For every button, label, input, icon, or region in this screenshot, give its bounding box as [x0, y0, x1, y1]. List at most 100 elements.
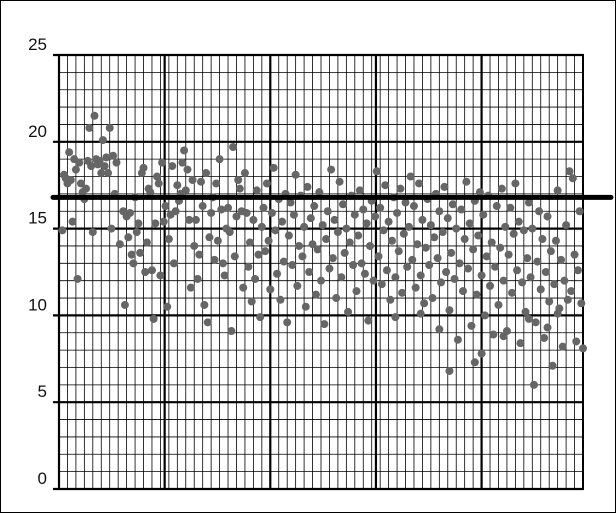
data-point — [499, 332, 508, 341]
data-point — [435, 325, 444, 334]
data-point — [311, 290, 320, 299]
data-point — [186, 283, 195, 292]
data-point — [159, 217, 168, 226]
data-point — [513, 266, 522, 275]
data-point — [344, 307, 353, 316]
data-point — [563, 295, 572, 304]
data-point — [191, 215, 200, 224]
data-point — [465, 219, 474, 228]
data-point — [457, 205, 466, 214]
data-point — [151, 219, 160, 228]
data-point — [249, 215, 258, 224]
data-point — [164, 235, 173, 244]
data-point — [455, 259, 464, 268]
data-point — [430, 233, 439, 242]
data-point — [567, 287, 576, 296]
data-point — [240, 169, 249, 178]
data-point — [342, 224, 351, 233]
data-point — [355, 186, 364, 195]
data-point — [487, 238, 496, 247]
data-point — [499, 276, 508, 285]
data-point — [303, 182, 312, 191]
data-point — [369, 276, 378, 285]
data-point — [141, 268, 150, 276]
data-point — [443, 214, 452, 223]
data-point — [467, 321, 476, 330]
data-point — [115, 240, 124, 249]
data-point — [284, 231, 293, 240]
data-point — [506, 203, 515, 212]
data-point — [218, 259, 227, 268]
data-point — [217, 205, 226, 214]
data-point — [318, 221, 327, 230]
data-point — [528, 224, 537, 233]
data-point — [333, 228, 342, 237]
data-point — [234, 175, 243, 184]
plot-border — [58, 54, 584, 490]
data-point — [220, 271, 229, 280]
data-point — [357, 259, 366, 268]
data-point — [504, 250, 513, 259]
data-point — [90, 111, 99, 120]
data-point — [120, 300, 129, 309]
data-point — [98, 136, 107, 145]
data-point — [511, 179, 520, 188]
data-point — [565, 167, 574, 176]
data-point — [139, 163, 148, 172]
data-point — [526, 273, 535, 282]
data-point — [570, 250, 579, 259]
data-point — [229, 143, 238, 152]
data-point — [519, 226, 528, 235]
data-point — [438, 228, 447, 237]
y-tick-labels: 0 5 10 15 20 25 — [28, 35, 47, 488]
data-point — [579, 344, 587, 353]
data-point — [317, 276, 325, 285]
data-point — [447, 248, 456, 257]
data-point — [259, 203, 268, 212]
data-point — [408, 255, 417, 264]
data-point — [246, 238, 255, 247]
data-point — [437, 278, 446, 287]
data-point — [350, 210, 359, 219]
data-point — [416, 309, 425, 318]
data-point — [171, 207, 180, 216]
data-point — [183, 165, 192, 174]
data-point — [257, 222, 266, 231]
data-point — [568, 174, 577, 183]
data-point — [516, 339, 525, 348]
data-point — [322, 235, 331, 244]
data-point — [393, 208, 402, 217]
data-point — [142, 238, 151, 247]
data-point — [293, 281, 302, 290]
data-point — [107, 224, 116, 233]
data-point — [247, 297, 256, 306]
data-point — [156, 271, 165, 280]
data-point — [573, 266, 582, 275]
data-point — [315, 188, 324, 197]
data-point — [105, 123, 114, 132]
data-point — [381, 181, 390, 190]
data-point — [366, 241, 375, 250]
y-tick-label: 10 — [28, 295, 47, 314]
data-point — [543, 323, 552, 332]
data-point — [477, 271, 486, 280]
data-point — [65, 148, 74, 157]
data-point — [442, 268, 451, 276]
data-point — [496, 243, 505, 252]
y-tick-label: 25 — [28, 35, 47, 54]
data-point — [557, 255, 566, 264]
data-point — [286, 198, 295, 207]
data-point — [550, 280, 559, 289]
data-point — [372, 167, 381, 176]
data-point — [558, 342, 567, 351]
data-point — [453, 335, 462, 344]
data-point — [112, 158, 121, 167]
data-point — [458, 287, 467, 296]
data-point — [399, 229, 408, 238]
data-point — [147, 266, 156, 275]
data-point — [354, 231, 363, 240]
data-point — [82, 184, 91, 193]
data-point — [332, 294, 341, 303]
data-point — [551, 236, 560, 245]
data-point — [264, 236, 273, 245]
